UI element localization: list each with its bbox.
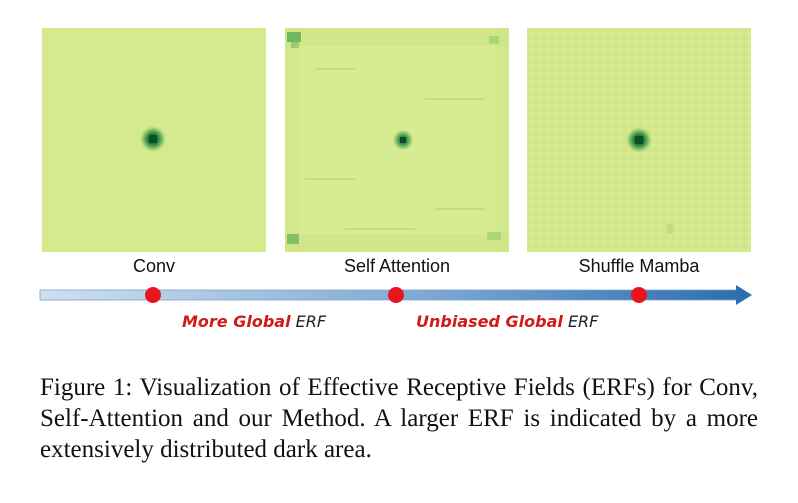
red-dot-shuffle-mamba — [631, 287, 647, 303]
label-unbiased-global-erf: Unbiased Global ERF — [416, 312, 599, 331]
figure-caption: Figure 1: Visualization of Effective Rec… — [40, 374, 758, 463]
red-dot-self-attention — [388, 287, 404, 303]
erf-map-self-attention — [285, 28, 509, 252]
panel-label-shuffle-mamba: Shuffle Mamba — [578, 256, 700, 276]
erf-map-shuffle-mamba — [527, 28, 751, 252]
erf-map-conv — [42, 28, 266, 252]
panel-label-self-attention: Self Attention — [343, 256, 451, 276]
red-dot-conv — [145, 287, 161, 303]
label-more-global-erf: More Global ERF — [182, 312, 327, 331]
panel-label-conv: Conv — [132, 256, 176, 276]
